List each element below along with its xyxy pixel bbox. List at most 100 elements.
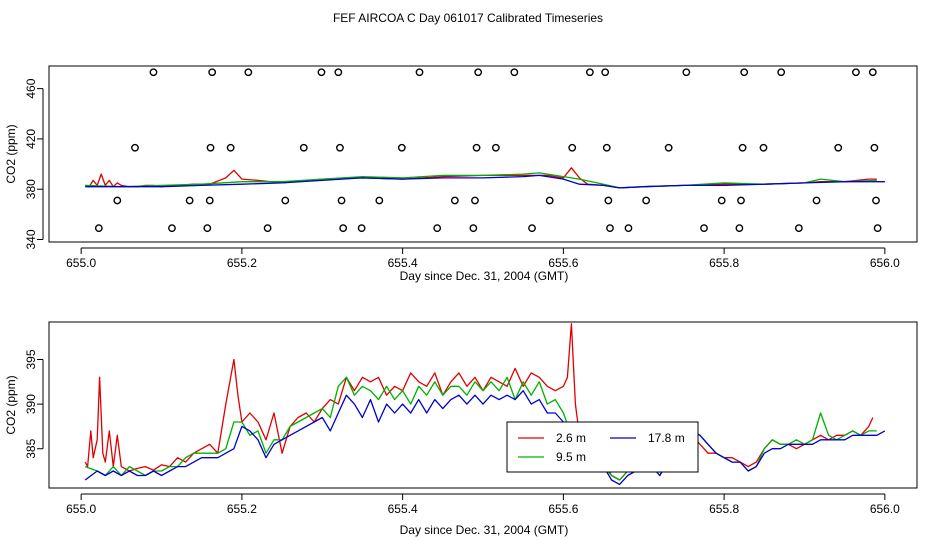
top-markers (94, 68, 882, 233)
top-marker-point (185, 196, 194, 205)
top-marker-point (337, 196, 346, 205)
top-marker-point (113, 196, 122, 205)
top-marker-point (415, 68, 424, 77)
top-marker-point (682, 68, 691, 77)
top-marker-point (664, 143, 673, 152)
top-marker-point (868, 68, 877, 77)
top-marker-point (472, 143, 481, 152)
top-x-axis-label: Day since Dec. 31, 2004 (GMT) (400, 269, 569, 283)
bottom-y-axis-label: CO2 (ppm) (4, 375, 18, 434)
top-marker-point (528, 224, 536, 233)
top-series-lines (84, 167, 885, 189)
top-marker-point (263, 224, 272, 233)
bottom-plot-frame (48, 321, 918, 489)
top-marker-point (208, 68, 217, 77)
top-marker-point (759, 143, 768, 152)
top-panel: 655.0 655.2 655.4 655.6 655.8 656.0 340 380 420… (4, 65, 918, 283)
top-marker-point (545, 196, 554, 205)
top-x-tick-label: 656.0 (870, 256, 900, 270)
top-y-axis: 340 380 420 460 (24, 78, 44, 250)
top-marker-point (281, 196, 290, 205)
top-marker-point (334, 68, 343, 77)
top-marker-point (474, 68, 483, 77)
top-marker-point (717, 196, 726, 205)
top-marker-point (872, 196, 880, 205)
bottom-x-tick-label: 656.0 (870, 502, 900, 516)
top-marker-point (206, 143, 215, 152)
top-x-tick-label: 655.4 (388, 256, 418, 270)
top-marker-point (357, 224, 366, 233)
top-plot-frame (48, 65, 918, 243)
top-marker-point (168, 224, 176, 233)
top-marker-point (568, 143, 577, 152)
bottom-x-tick-label: 655.2 (227, 502, 257, 516)
top-marker-point (852, 68, 860, 77)
top-marker-point (317, 68, 326, 77)
top-marker-point (205, 196, 214, 205)
top-marker-point (735, 224, 744, 233)
top-series-line-17-8-m (85, 174, 885, 189)
top-marker-point (740, 68, 749, 77)
bottom-panel: 655.0 655.2 655.4 655.6 655.8 656.0 385 390 395… (4, 321, 918, 537)
top-marker-point (624, 224, 633, 233)
legend-label-17-8m: 17.8 m (648, 431, 685, 445)
top-marker-point (585, 68, 594, 77)
bottom-series-line-17-8-m (84, 390, 886, 486)
top-marker-point (870, 143, 879, 152)
top-x-tick-label: 655.2 (227, 256, 257, 270)
legend: 2.6 m 9.5 m 17.8 m (506, 421, 699, 473)
bottom-x-tick-label: 655.4 (388, 502, 418, 516)
top-marker-point (94, 224, 103, 233)
top-x-tick-label: 655.6 (548, 256, 578, 270)
bottom-x-axis-label: Day since Dec. 31, 2004 (GMT) (400, 523, 569, 537)
top-y-tick-label: 460 (24, 78, 38, 98)
top-marker-point (606, 224, 614, 233)
top-x-tick-label: 655.0 (66, 256, 96, 270)
top-marker-point (375, 196, 384, 205)
top-marker-point (491, 143, 500, 152)
bottom-series-line-2-6-m (84, 323, 874, 481)
bottom-x-tick-label: 655.8 (709, 502, 739, 516)
top-marker-point (244, 68, 253, 77)
top-marker-point (149, 68, 158, 77)
top-marker-point (834, 143, 843, 152)
top-marker-point (602, 143, 611, 152)
top-y-axis-label: CO2 (ppm) (4, 124, 18, 183)
top-marker-point (812, 196, 821, 205)
top-x-tick-label: 655.8 (709, 256, 739, 270)
bottom-y-tick-label: 395 (24, 349, 38, 369)
chart-title: FEF AIRCOA C Day 061017 Calibrated Times… (333, 11, 603, 25)
top-marker-point (433, 224, 442, 233)
bottom-x-tick-label: 655.0 (66, 502, 96, 516)
top-y-tick-label: 420 (24, 129, 38, 149)
top-marker-point (131, 143, 139, 152)
legend-label-2-6m: 2.6 m (556, 431, 586, 445)
top-marker-point (299, 143, 308, 152)
top-marker-point (738, 143, 747, 152)
top-marker-point (700, 224, 708, 233)
top-marker-point (601, 68, 610, 77)
top-marker-point (604, 196, 613, 205)
top-marker-point (777, 68, 786, 77)
bottom-x-axis: 655.0 655.2 655.4 655.6 655.8 656.0 (66, 493, 900, 516)
bottom-x-tick-label: 655.6 (548, 502, 578, 516)
bottom-y-axis: 385 390 395 (24, 349, 44, 459)
top-marker-point (339, 224, 348, 233)
top-marker-point (336, 143, 344, 152)
legend-label-9-5m: 9.5 m (556, 450, 586, 464)
top-marker-point (794, 224, 803, 233)
top-marker-point (642, 196, 651, 205)
top-marker-point (450, 196, 459, 205)
top-marker-point (737, 196, 745, 205)
top-marker-point (471, 196, 479, 205)
top-marker-point (203, 224, 212, 233)
top-y-tick-label: 340 (24, 229, 38, 249)
top-marker-point (397, 143, 406, 152)
top-marker-point (510, 68, 519, 77)
legend-box (506, 421, 699, 473)
bottom-y-tick-label: 385 (24, 438, 38, 458)
bottom-series-lines (84, 323, 886, 486)
bottom-y-tick-label: 390 (24, 394, 38, 414)
top-marker-point (873, 224, 882, 233)
